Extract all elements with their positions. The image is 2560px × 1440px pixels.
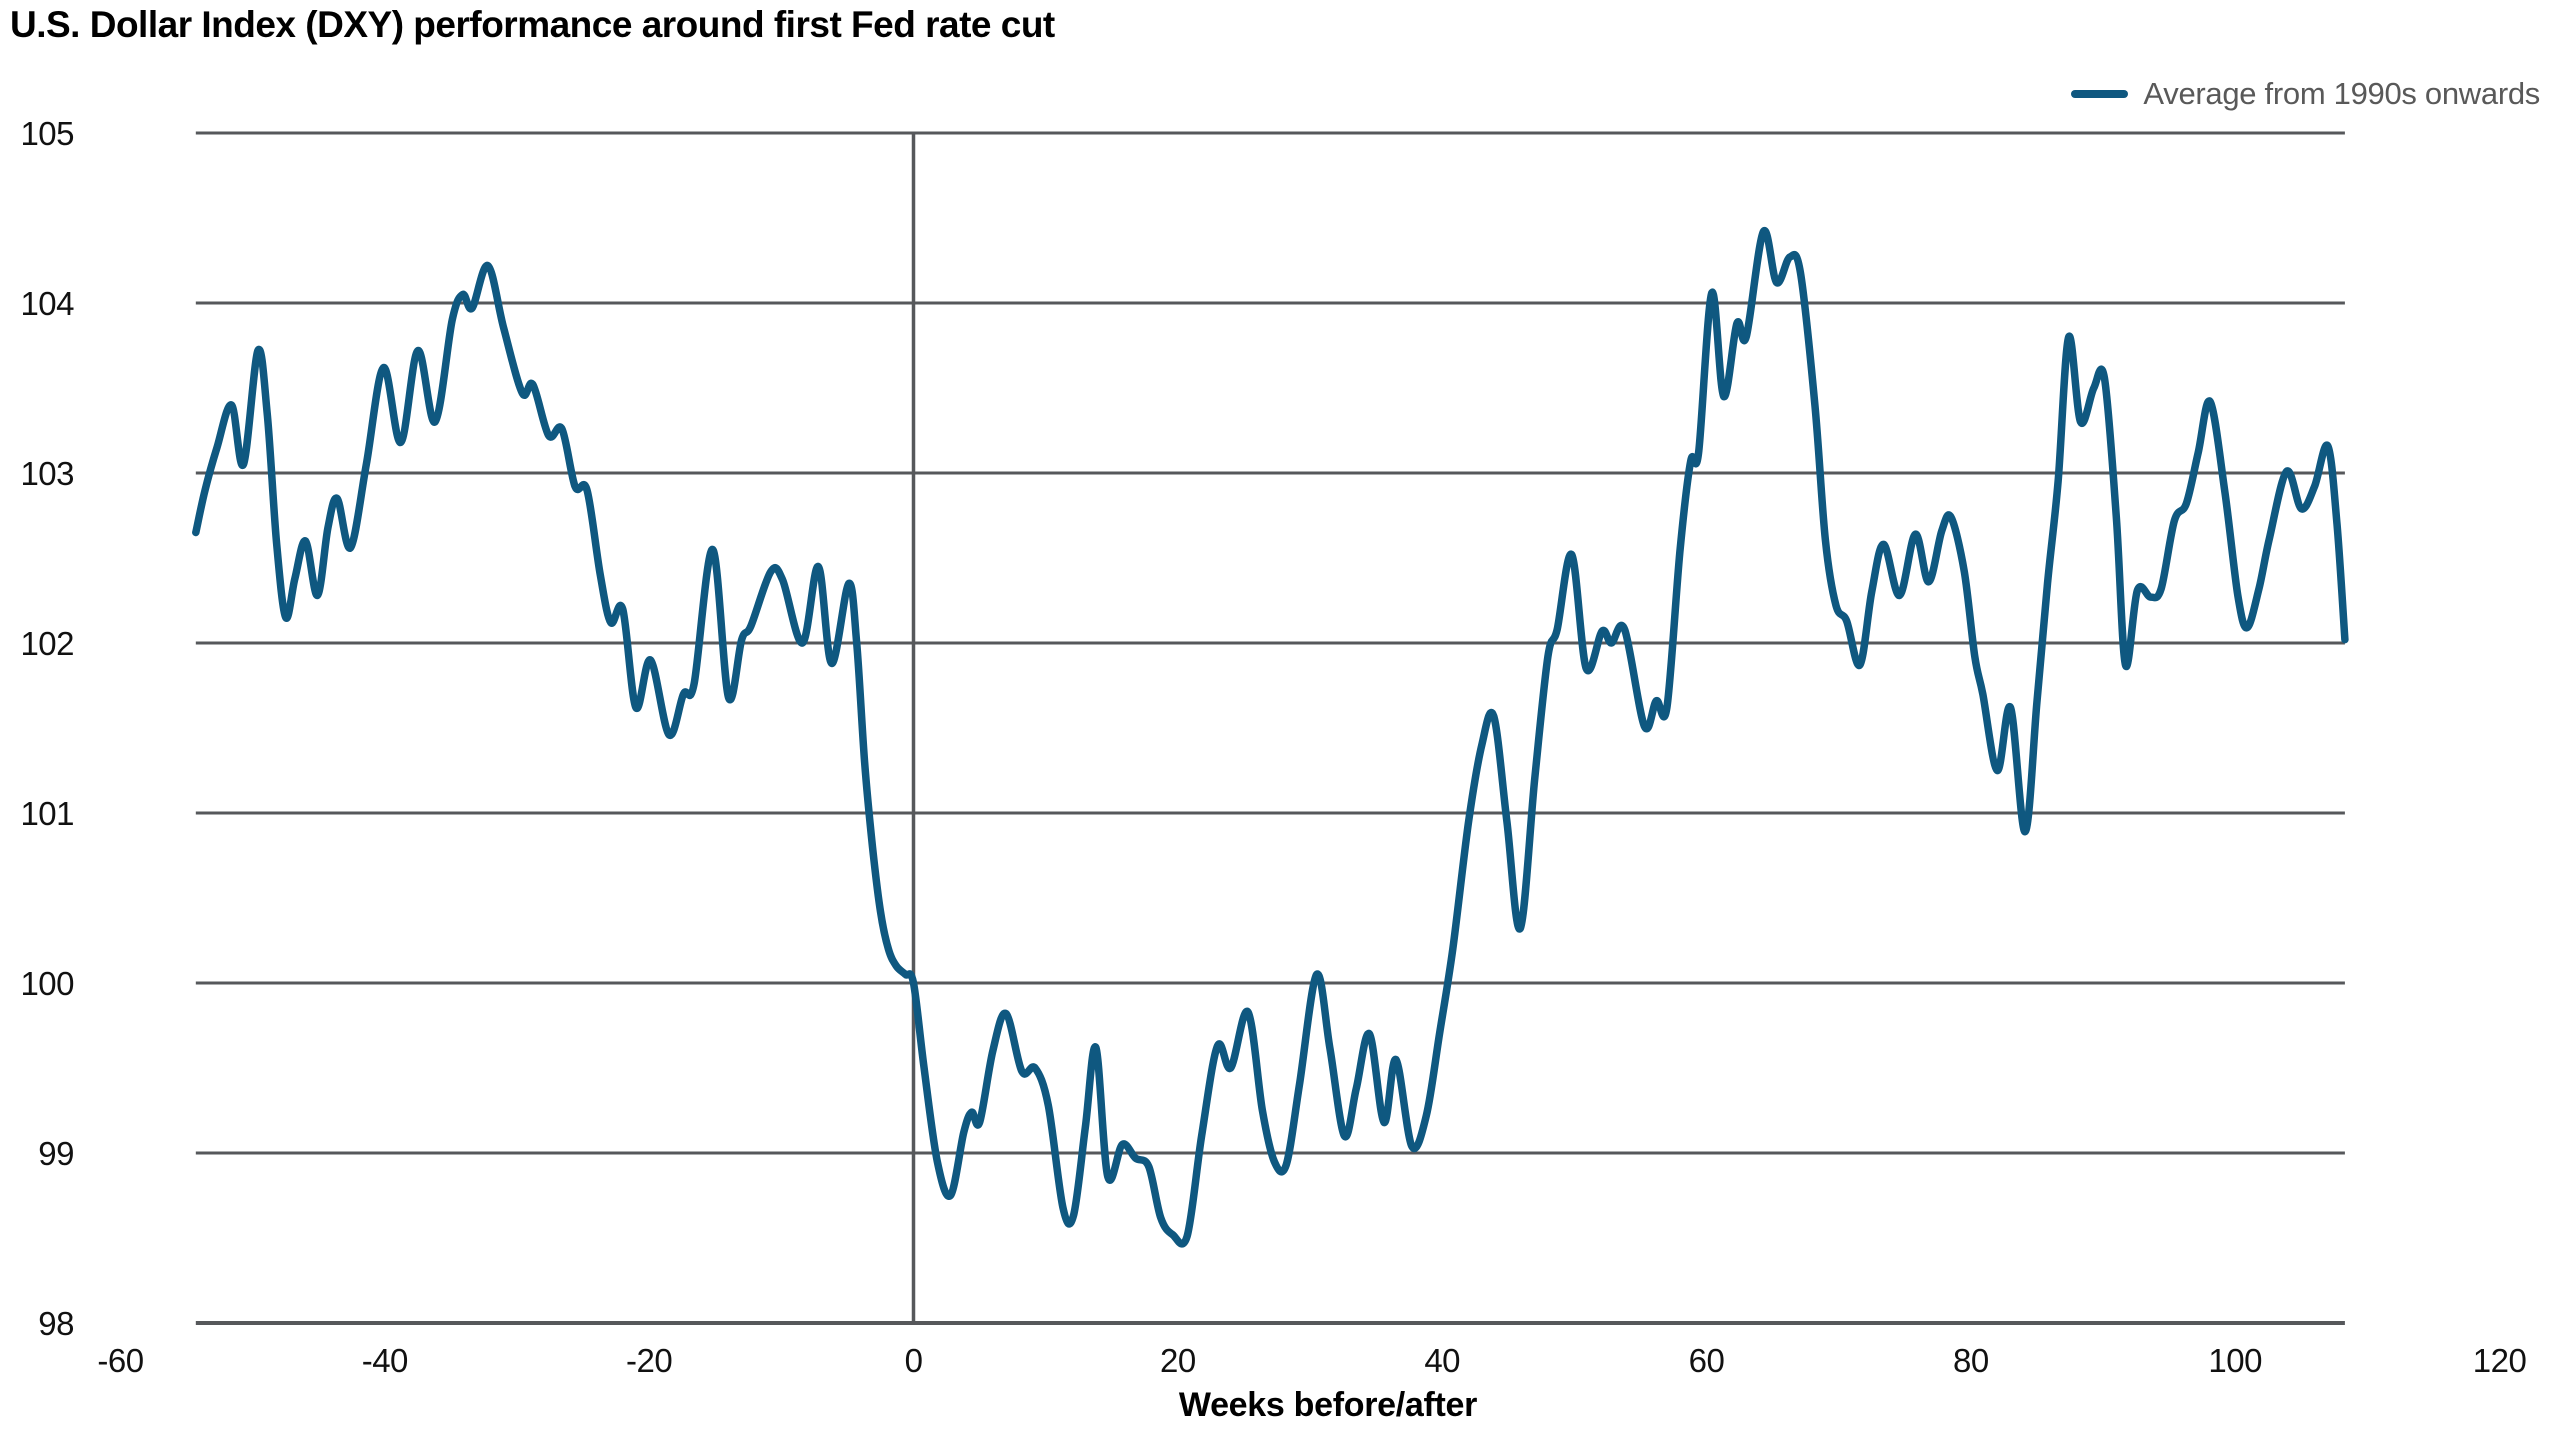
y-tick-label: 101 <box>20 795 74 832</box>
y-tick-label: 102 <box>20 625 74 662</box>
y-tick-label: 98 <box>38 1305 74 1342</box>
x-tick-label: 100 <box>2208 1342 2262 1379</box>
x-tick-label: 120 <box>2473 1342 2527 1379</box>
x-tick-label: -40 <box>362 1342 408 1379</box>
chart-title: U.S. Dollar Index (DXY) performance arou… <box>10 4 1055 45</box>
y-tick-label: 99 <box>38 1135 74 1172</box>
legend-line-swatch <box>2071 90 2129 98</box>
x-axis-title: Weeks before/after <box>1178 1386 1478 1424</box>
legend-label: Average from 1990s onwards <box>2143 76 2540 111</box>
x-tick-label: 80 <box>1953 1342 1989 1379</box>
average-series-line <box>192 227 2349 1248</box>
y-tick-label: 105 <box>20 115 74 152</box>
x-tick-label: 60 <box>1689 1342 1725 1379</box>
legend: Average from 1990s onwards <box>2071 76 2540 112</box>
y-tick-label: 100 <box>20 965 74 1002</box>
y-tick-label: 104 <box>20 285 74 322</box>
x-tick-label: 40 <box>1424 1342 1460 1379</box>
x-tick-label: -20 <box>626 1342 672 1379</box>
x-tick-label: -60 <box>97 1342 143 1379</box>
y-tick-label: 103 <box>20 455 74 492</box>
x-tick-label: 0 <box>905 1342 923 1379</box>
x-tick-label: 20 <box>1160 1342 1196 1379</box>
